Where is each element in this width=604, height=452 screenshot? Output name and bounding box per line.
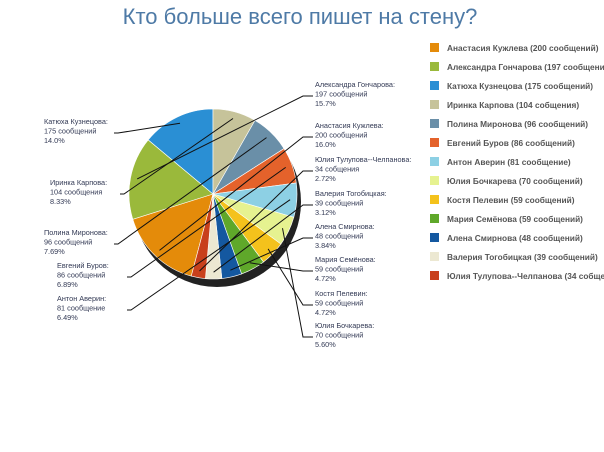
legend-swatch — [430, 100, 439, 109]
slice-data-label: Костя Пелевин: 59 сообщений 4.72% — [315, 289, 368, 317]
chart-legend: Анастасия Кужлева (200 сообщений) Алексан… — [430, 38, 604, 285]
leader-line — [114, 137, 267, 245]
leader-line — [127, 199, 291, 311]
leader-line — [230, 237, 313, 271]
legend-item[interactable]: Антон Аверин (81 сообщение) — [430, 152, 604, 171]
legend-swatch — [430, 252, 439, 261]
slice-data-label: Мария Семёнова: 59 сообщений 4.72% — [315, 255, 376, 283]
leader-line — [249, 262, 313, 272]
legend-label: Костя Пелевин (59 сообщений) — [447, 194, 575, 205]
legend-item[interactable]: Полина Миронова (96 сообщений) — [430, 114, 604, 133]
slice-data-label: Валерия Тогобицкая: 39 сообщений 3.12% — [315, 189, 387, 217]
leader-line — [114, 122, 181, 134]
legend-swatch — [430, 233, 439, 242]
legend-item[interactable]: Катюха Кузнецова (175 сообщений) — [430, 76, 604, 95]
slice-data-label: Алена Смирнова: 48 сообщений 3.84% — [315, 222, 375, 250]
legend-item[interactable]: Иринка Карпова (104 собщения) — [430, 95, 604, 114]
leader-line — [127, 166, 286, 278]
legend-item[interactable]: Александра Гончарова (197 сообщений) — [430, 57, 604, 76]
legend-item[interactable]: Мария Семёнова (59 сообщений) — [430, 209, 604, 228]
leader-line — [199, 170, 313, 272]
legend-swatch — [430, 195, 439, 204]
leader-line — [136, 95, 313, 180]
legend-label: Юлия Бочкарева (70 сообщений) — [447, 175, 583, 186]
legend-item[interactable]: Анастасия Кужлева (200 сообщений) — [430, 38, 604, 57]
slice-data-label: Полина Миронова: 96 сообщений 7.69% — [44, 228, 108, 256]
slice-data-label: Иринка Карпова: 104 сообщения 8.33% — [50, 178, 107, 206]
legend-swatch — [430, 157, 439, 166]
legend-swatch — [430, 119, 439, 128]
leader-line — [120, 118, 234, 195]
chart-title: Кто больше всего пишет на стену? — [122, 4, 478, 29]
legend-label: Анастасия Кужлева (200 сообщений) — [447, 42, 599, 53]
legend-item[interactable]: Валерия Тогобицкая (39 сообщений) — [430, 247, 604, 266]
legend-swatch — [430, 214, 439, 223]
leader-line — [282, 228, 313, 338]
slice-data-label: Катюха Кузнецова: 175 сообщений 14.0% — [44, 117, 108, 145]
legend-label: Алена Смирнова (48 сообщений) — [447, 232, 583, 243]
slice-data-label: Александра Гончарова: 197 сообщений 15.7% — [315, 80, 395, 108]
leader-line — [213, 204, 313, 273]
pie-slice[interactable] — [147, 108, 214, 195]
slice-data-label: Антон Аверин: 81 сообщение 6.49% — [57, 294, 106, 322]
legend-label: Антон Аверин (81 сообщение) — [447, 156, 571, 167]
legend-label: Евгений Буров (86 сообщений) — [447, 137, 575, 148]
legend-label: Мария Семёнова (59 сообщений) — [447, 213, 583, 224]
slice-data-label: Анастасия Кужлева: 200 сообщений 16.0% — [315, 121, 384, 149]
legend-swatch — [430, 176, 439, 185]
pie-slice[interactable] — [190, 193, 214, 279]
slice-data-label: Юлия Тулупова--Челпанова: 34 собщения 2.72… — [315, 155, 411, 183]
legend-swatch — [430, 43, 439, 52]
legend-label: Полина Миронова (96 сообщений) — [447, 118, 589, 129]
legend-item[interactable]: Костя Пелевин (59 сообщений) — [430, 190, 604, 209]
legend-label: Катюха Кузнецова (175 сообщений) — [447, 80, 594, 91]
legend-item[interactable]: Юлия Тулупова--Челпанова (34 собщения) — [430, 266, 604, 285]
pie-slice[interactable] — [132, 193, 214, 277]
legend-item[interactable]: Алена Смирнова (48 сообщений) — [430, 228, 604, 247]
leader-line — [159, 136, 313, 251]
legend-label: Иринка Карпова (104 собщения) — [447, 99, 580, 110]
legend-item[interactable]: Юлия Бочкарева (70 сообщений) — [430, 171, 604, 190]
legend-swatch — [430, 138, 439, 147]
legend-label: Валерия Тогобицкая (39 сообщений) — [447, 251, 598, 262]
slice-data-label: Юлия Бочкарева: 70 сообщений 5.60% — [315, 321, 374, 349]
legend-item[interactable]: Евгений Буров (86 сообщений) — [430, 133, 604, 152]
slice-data-label: Евгений Буров: 86 сообщений 6.89% — [57, 261, 109, 289]
legend-label: Юлия Тулупова--Челпанова (34 собщения) — [447, 270, 604, 281]
pie-slice[interactable] — [128, 139, 214, 220]
legend-swatch — [430, 81, 439, 90]
legend-label: Александра Гончарова (197 сообщений) — [447, 61, 604, 72]
legend-swatch — [430, 271, 439, 280]
legend-swatch — [430, 62, 439, 71]
